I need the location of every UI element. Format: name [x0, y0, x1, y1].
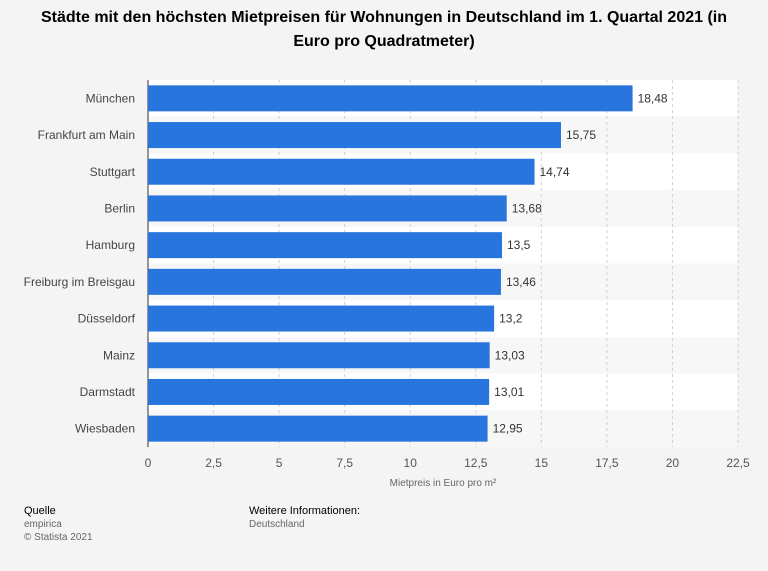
x-tick-label: 0 — [145, 456, 152, 470]
category-label: Darmstadt — [80, 385, 136, 399]
value-label: 13,01 — [494, 385, 524, 399]
info-block: Weitere Informationen: Deutschland — [249, 505, 360, 531]
category-label: Frankfurt am Main — [38, 128, 135, 142]
bar-5 — [148, 232, 502, 259]
info-text: Deutschland — [249, 519, 305, 530]
x-tick-label: 22,5 — [726, 456, 750, 470]
category-label: München — [86, 91, 135, 105]
value-label: 18,48 — [638, 91, 668, 105]
category-label: Düsseldorf — [78, 312, 136, 326]
x-tick-label: 12,5 — [464, 456, 488, 470]
bar-3 — [148, 158, 535, 185]
bar-9 — [148, 378, 490, 405]
x-tick-label: 15 — [535, 456, 549, 470]
x-tick-label: 17,5 — [595, 456, 619, 470]
value-label: 13,03 — [495, 348, 525, 362]
value-label: 14,74 — [540, 165, 570, 179]
value-label: 13,68 — [512, 201, 542, 215]
source-heading: Quelle — [24, 505, 56, 517]
x-tick-label: 20 — [666, 456, 680, 470]
x-tick-label: 2,5 — [205, 456, 222, 470]
value-label: 13,5 — [507, 238, 531, 252]
source-block: Quelle empirica © Statista 2021 — [24, 505, 93, 544]
x-tick-label: 5 — [276, 456, 283, 470]
value-label: 13,46 — [506, 275, 536, 289]
category-label: Berlin — [104, 201, 135, 215]
x-tick-label: 7,5 — [336, 456, 353, 470]
value-label: 13,2 — [499, 312, 523, 326]
chart-title: Städte mit den höchsten Mietpreisen für … — [40, 9, 728, 50]
bar-6 — [148, 268, 501, 295]
info-heading: Weitere Informationen: — [249, 505, 361, 517]
value-label: 15,75 — [566, 128, 596, 142]
bar-1 — [148, 85, 633, 112]
bar-8 — [148, 342, 490, 369]
category-label: Stuttgart — [90, 165, 136, 179]
bar-2 — [148, 122, 561, 149]
x-tick-label: 10 — [404, 456, 418, 470]
bar-10 — [148, 415, 488, 442]
copyright: © Statista 2021 — [24, 532, 93, 543]
source-name: empirica — [24, 519, 62, 530]
category-label: Hamburg — [86, 238, 135, 252]
bar-4 — [148, 195, 507, 222]
value-label: 12,95 — [493, 422, 523, 436]
x-axis-title: Mietpreis in Euro pro m² — [390, 478, 497, 489]
bar-7 — [148, 305, 495, 332]
category-label: Freiburg im Breisgau — [24, 275, 135, 289]
category-label: Wiesbaden — [75, 422, 135, 436]
category-label: Mainz — [103, 348, 135, 362]
